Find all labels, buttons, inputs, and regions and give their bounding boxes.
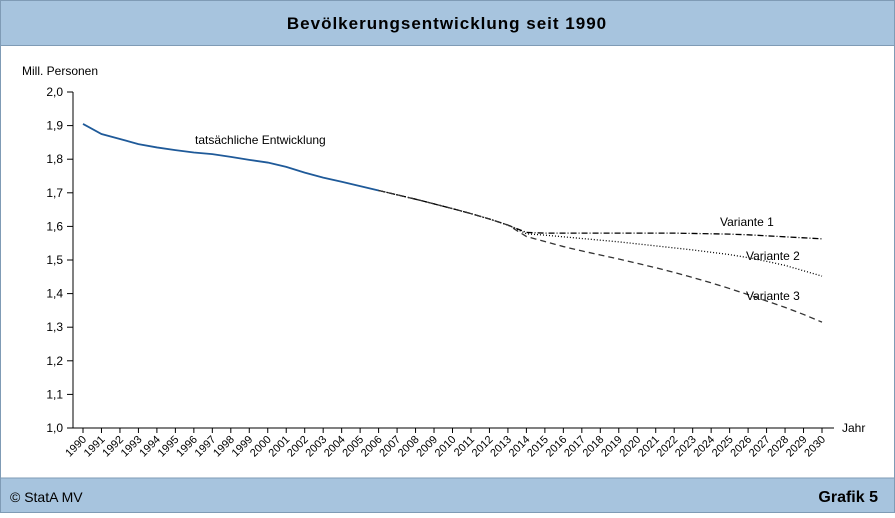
y-tick-label: 1,1 <box>46 387 63 401</box>
x-axis-label: Jahr <box>842 421 865 435</box>
series-label: Variante 3 <box>746 289 800 303</box>
y-tick-label: 1,7 <box>46 186 63 200</box>
y-tick-label: 1,5 <box>46 253 63 267</box>
graphic-label: Grafik 5 <box>818 489 878 506</box>
y-tick-label: 1,4 <box>46 287 63 301</box>
y-tick-label: 1,6 <box>46 219 63 233</box>
y-tick-label: 1,3 <box>46 320 63 334</box>
series-label: tatsächliche Entwicklung <box>195 133 326 147</box>
y-tick-label: 2,0 <box>46 85 63 99</box>
series-label: Variante 1 <box>720 215 774 229</box>
series-label: Variante 2 <box>746 249 800 263</box>
y-tick-label: 1,2 <box>46 354 63 368</box>
y-axis-label: Mill. Personen <box>22 64 98 78</box>
line-series <box>378 189 823 277</box>
line-series <box>378 189 823 240</box>
source: © StatA MV <box>10 489 83 505</box>
footer-bar <box>0 477 895 513</box>
y-tick-label: 1,0 <box>46 421 63 435</box>
chart-title: Bevölkerungsentwicklung seit 1990 <box>287 14 607 33</box>
header-bar <box>0 0 895 46</box>
y-tick-label: 1,9 <box>46 119 63 133</box>
y-tick-label: 1,8 <box>46 152 63 166</box>
line-series <box>82 123 379 192</box>
line-series <box>378 189 823 323</box>
